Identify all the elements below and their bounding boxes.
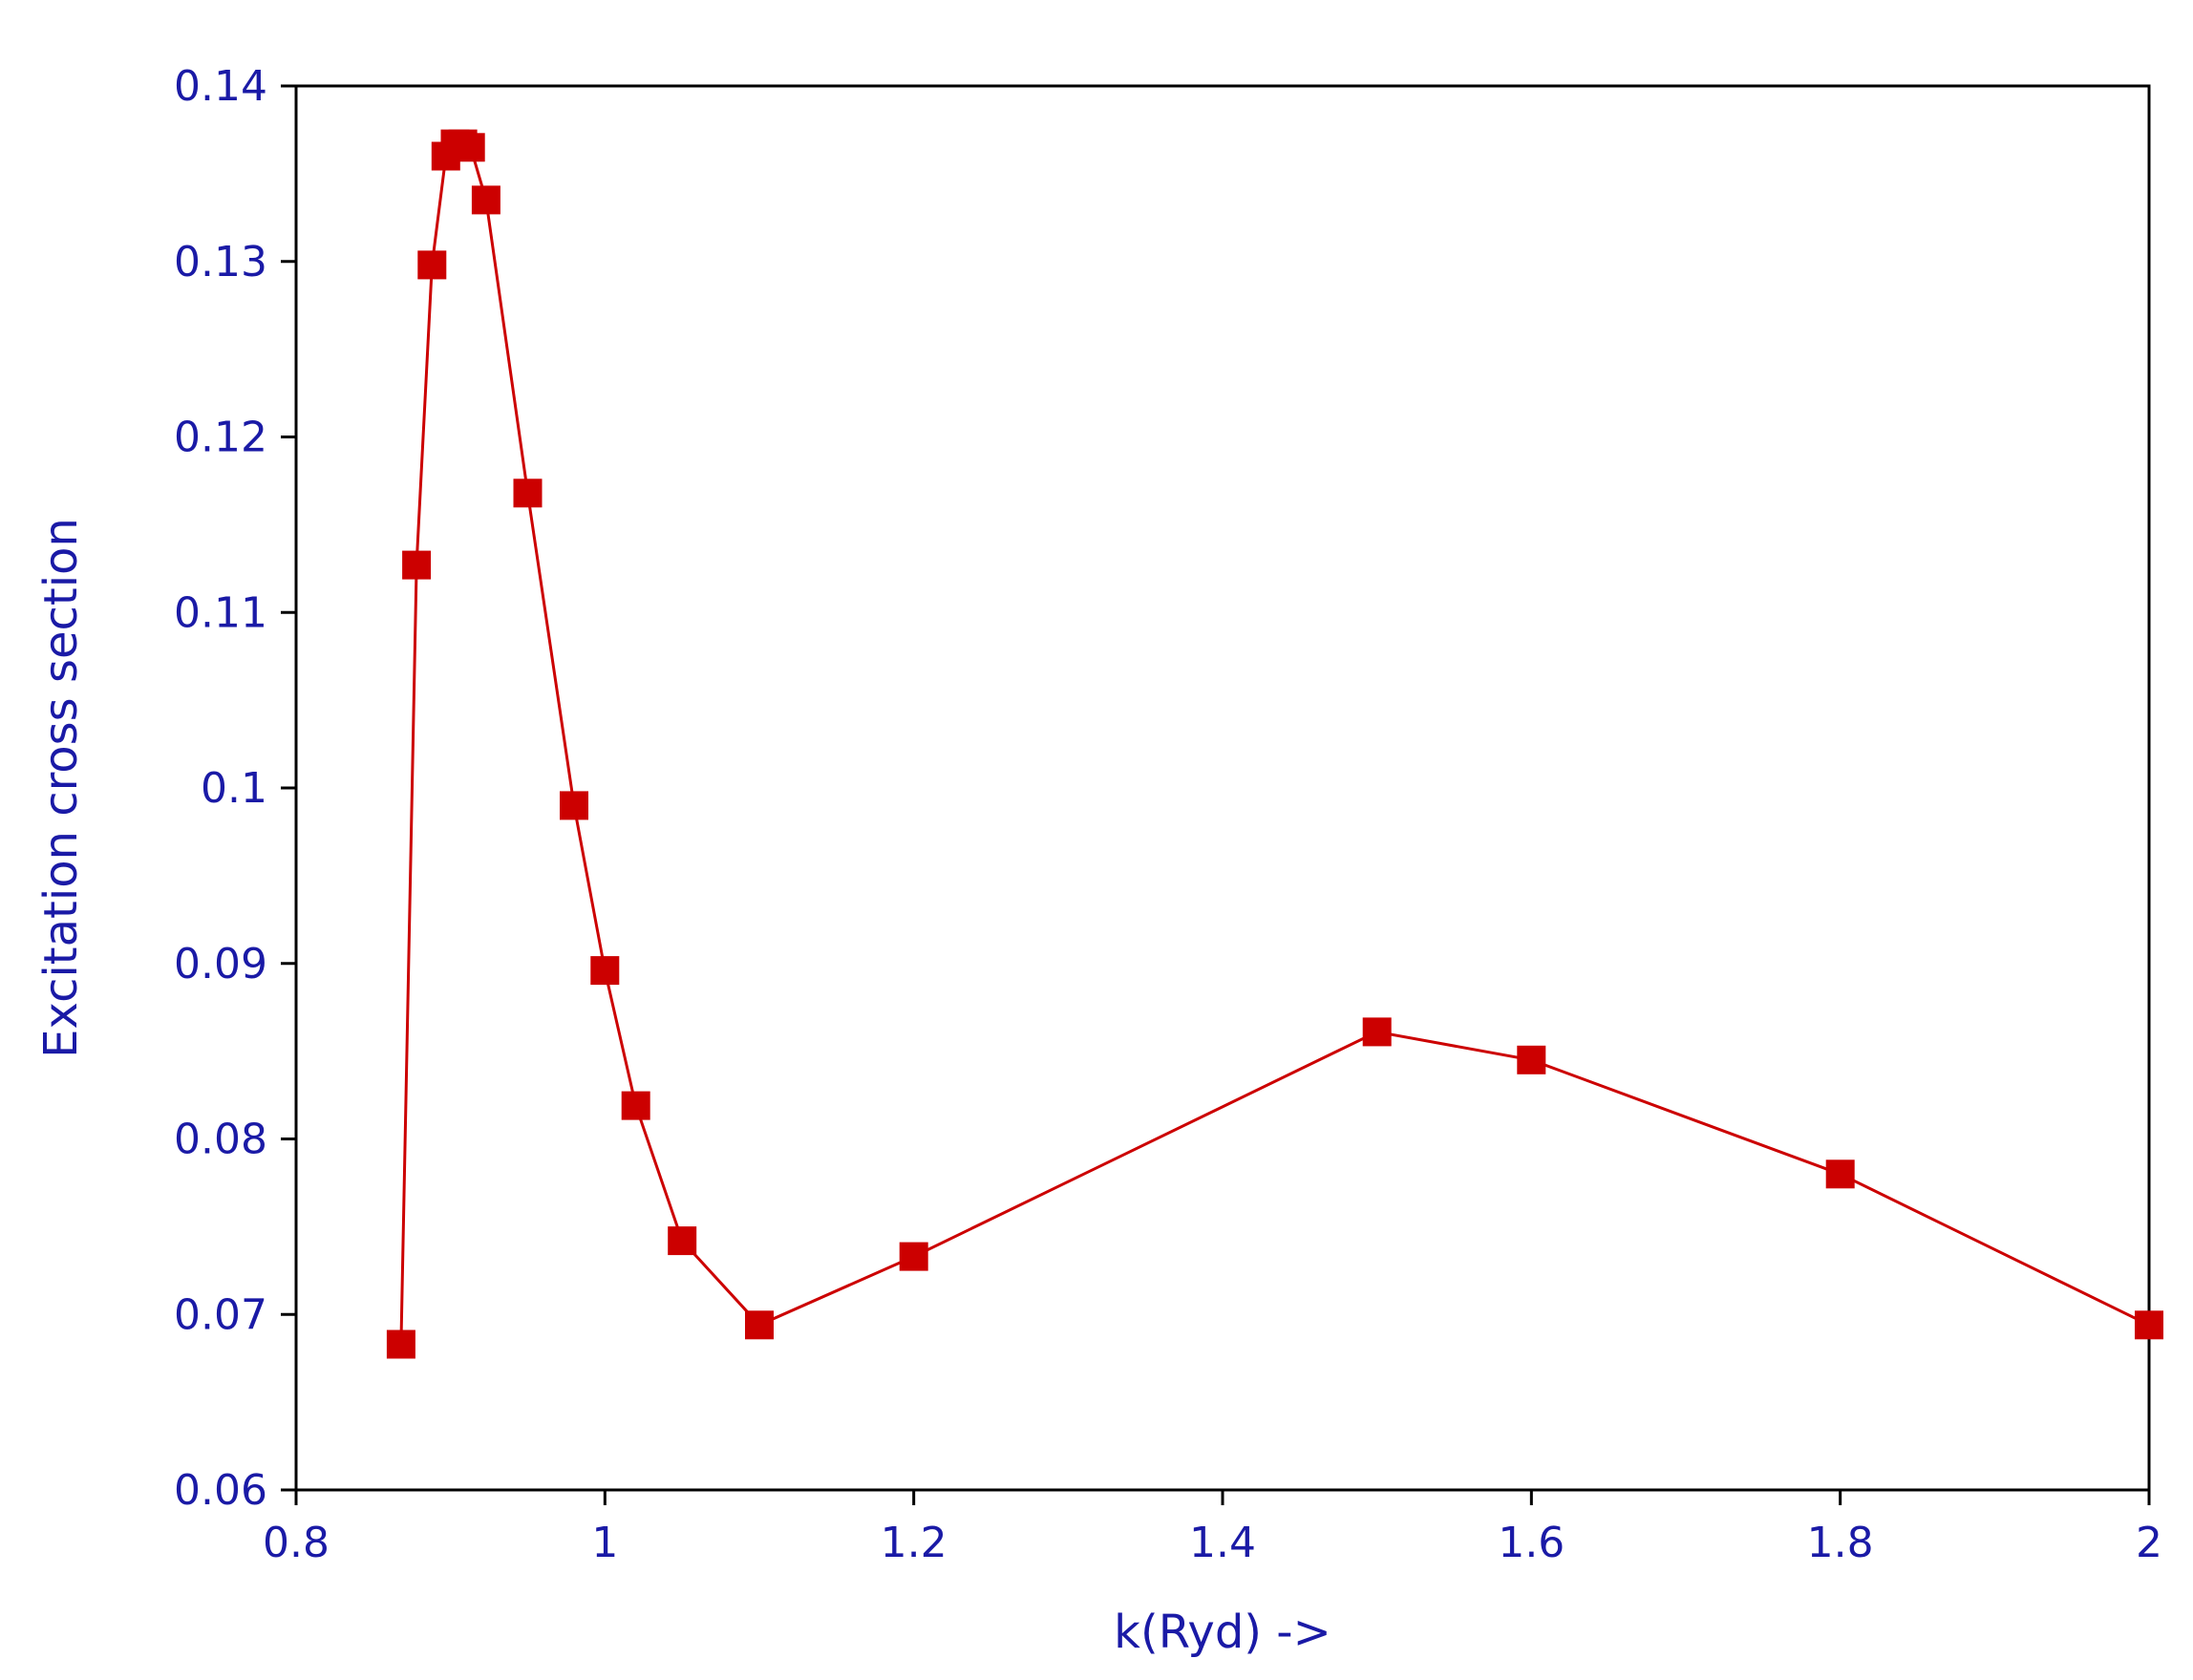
data-point (1362, 1017, 1392, 1047)
y-tick-label: 0.09 (174, 940, 267, 989)
data-point (402, 550, 432, 580)
data-point (621, 1091, 650, 1120)
y-tick-label: 0.06 (174, 1466, 267, 1515)
series-group (386, 129, 2163, 1359)
x-tick-label: 1.8 (1807, 1519, 1874, 1567)
data-point (2135, 1310, 2163, 1340)
series-line (399, 142, 2150, 1345)
y-tick-label: 0.1 (201, 764, 267, 813)
data-point (745, 1310, 774, 1340)
y-tick-label: 0.14 (174, 62, 267, 111)
y-tick-label: 0.11 (174, 588, 267, 637)
data-point (471, 185, 500, 215)
data-point (668, 1226, 697, 1256)
data-point (417, 250, 447, 280)
data-point (1825, 1159, 1855, 1189)
x-tick-label: 1.2 (881, 1519, 947, 1567)
x-tick-label: 0.8 (263, 1519, 330, 1567)
y-tick-label: 0.13 (174, 238, 267, 287)
plot-frame (294, 84, 2151, 1492)
data-point (899, 1242, 928, 1271)
x-tick-label: 1 (591, 1519, 618, 1567)
y-axis-title: Excitation cross section (34, 518, 88, 1058)
data-point (513, 478, 543, 508)
x-axis-title: k(Ryd) -> (1114, 1606, 1331, 1659)
data-point (1517, 1045, 1546, 1074)
y-tick-label: 0.07 (174, 1290, 267, 1339)
plot-frame-group (294, 84, 2151, 1492)
x-tick-label: 2 (2136, 1519, 2162, 1567)
data-point (560, 791, 588, 820)
x-tick-label: 1.6 (1498, 1519, 1565, 1567)
ticks-group: 0.8 1 1.2 1.4 1.6 1.8 2 0.06 0.07 0.08 0.09 0.1 0.11… (174, 62, 2162, 1567)
data-point (456, 133, 485, 162)
y-tick-label: 0.08 (174, 1116, 267, 1164)
data-point (386, 1329, 415, 1359)
data-point (590, 956, 620, 986)
x-tick-label: 1.4 (1189, 1519, 1256, 1567)
y-tick-label: 0.12 (174, 414, 267, 462)
